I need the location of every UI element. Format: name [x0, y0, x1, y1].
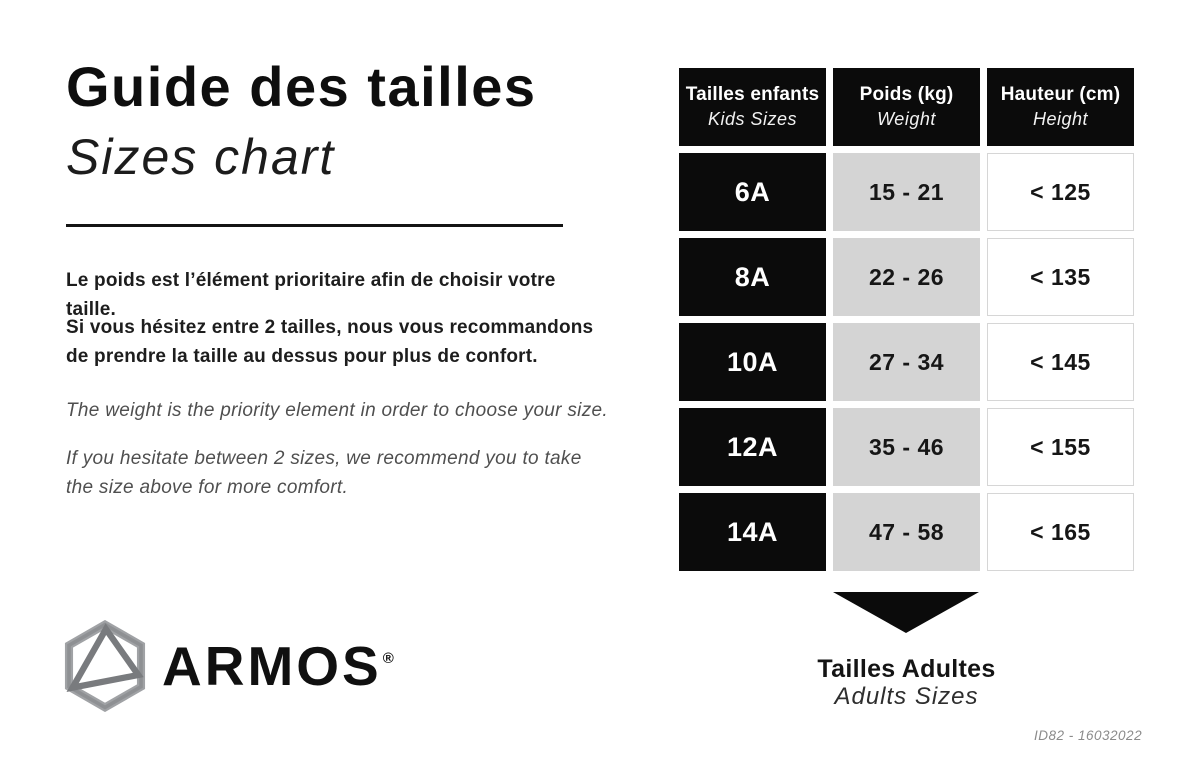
- weight-cell: 35 - 46: [833, 408, 980, 486]
- size-cell: 10A: [679, 323, 826, 401]
- column-header-label-fr: Hauteur (cm): [1000, 84, 1121, 105]
- paragraph-en-1: The weight is the priority element in or…: [66, 396, 641, 425]
- height-cell: < 145: [987, 323, 1134, 401]
- brand-logo: ARMOS®: [60, 620, 394, 712]
- down-arrow-icon: [833, 592, 979, 633]
- column-header-label-fr: Poids (kg): [859, 84, 954, 105]
- height-cell: < 125: [987, 153, 1134, 231]
- divider: [66, 224, 563, 227]
- sizes-table: Tailles enfants Kids Sizes Poids (kg) We…: [679, 68, 1134, 571]
- column-header-label-fr: Tailles enfants: [685, 84, 820, 105]
- column-header-height: Hauteur (cm) Height: [987, 68, 1134, 146]
- paragraph-en-2: If you hesitate between 2 sizes, we reco…: [66, 444, 626, 503]
- size-cell: 6A: [679, 153, 826, 231]
- column-header-label-en: Kids Sizes: [707, 109, 798, 129]
- document-id: ID82 - 16032022: [1034, 728, 1143, 743]
- column-header-label-en: Weight: [877, 109, 936, 129]
- page-title: Guide des tailles: [66, 55, 537, 118]
- weight-cell: 22 - 26: [833, 238, 980, 316]
- weight-cell: 27 - 34: [833, 323, 980, 401]
- size-cell: 8A: [679, 238, 826, 316]
- paragraph-line: The weight is the priority element in or…: [66, 400, 608, 421]
- weight-cell: 47 - 58: [833, 493, 980, 571]
- hexagon-triangle-logo-icon: [64, 620, 146, 712]
- paragraph-line: Le poids est l’élément prioritaire afin …: [66, 270, 556, 321]
- height-cell: < 165: [987, 493, 1134, 571]
- paragraph-line: the size above for more comfort.: [66, 477, 349, 499]
- page-subtitle: Sizes chart: [66, 129, 336, 185]
- paragraph-line: If you hesitate between 2 sizes, we reco…: [66, 448, 582, 469]
- adults-sizes-label-en: Adults Sizes: [834, 683, 979, 710]
- paragraph-fr-1: Le poids est l’élément prioritaire afin …: [66, 266, 606, 325]
- registered-mark: ®: [382, 649, 394, 667]
- adults-sizes-label-fr: Tailles Adultes: [817, 655, 996, 683]
- column-header-sizes: Tailles enfants Kids Sizes: [679, 68, 826, 146]
- paragraph-fr-2: Si vous hésitez entre 2 tailles, nous vo…: [66, 313, 614, 372]
- weight-cell: 15 - 21: [833, 153, 980, 231]
- column-header-weight: Poids (kg) Weight: [833, 68, 980, 146]
- paragraph-line: Si vous hésitez entre 2 tailles, nous vo…: [66, 317, 594, 338]
- size-cell: 14A: [679, 493, 826, 571]
- height-cell: < 135: [987, 238, 1134, 316]
- column-header-label-en: Height: [1032, 109, 1089, 129]
- brand-wordmark: ARMOS®: [162, 634, 394, 697]
- paragraph-line: de prendre la taille au dessus pour plus…: [66, 346, 538, 368]
- size-cell: 12A: [679, 408, 826, 486]
- height-cell: < 155: [987, 408, 1134, 486]
